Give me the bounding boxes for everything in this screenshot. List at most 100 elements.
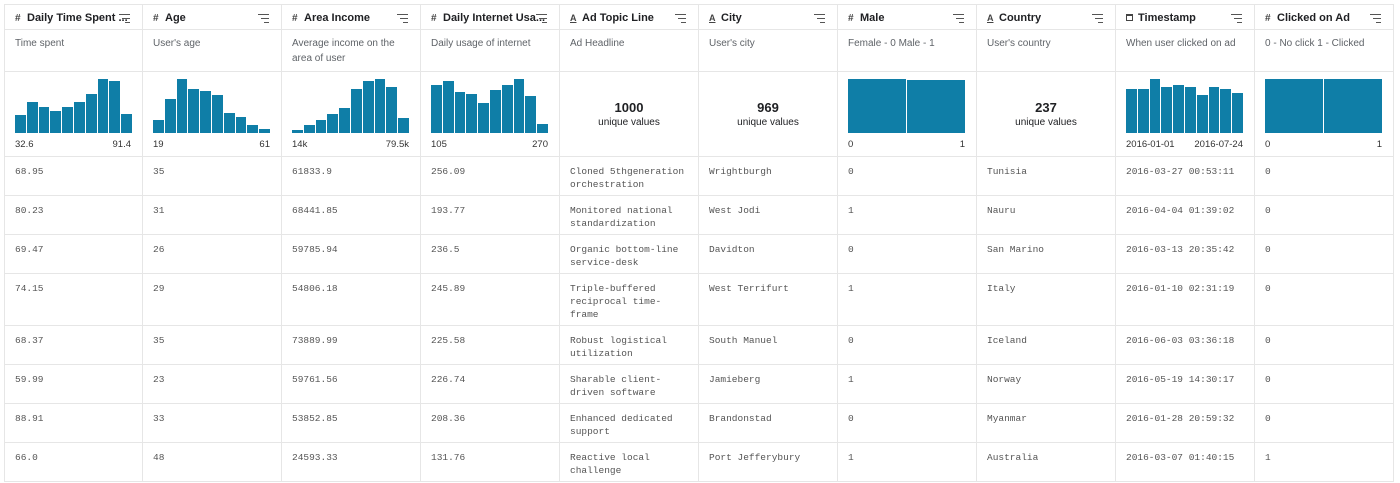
table-cell: 24593.33	[282, 443, 421, 482]
sort-menu[interactable]	[1092, 14, 1103, 26]
column-description-cell: When user clicked on ad	[1116, 30, 1255, 72]
cell-value: 226.74	[431, 374, 466, 385]
column-header[interactable]: # Daily Internet Usa...	[421, 4, 560, 30]
cell-value: 59761.56	[292, 374, 338, 385]
table-cell: 236.5	[421, 235, 560, 274]
histogram-bar	[501, 85, 513, 133]
histogram-bar	[247, 125, 259, 133]
column-summary: 237 unique values	[977, 72, 1116, 157]
table-cell: San Marino	[977, 235, 1116, 274]
sort-menu[interactable]	[953, 14, 964, 26]
column-summary: 105 270	[421, 72, 560, 157]
column-description-cell: Female - 0 Male - 1	[838, 30, 977, 72]
sort-menu[interactable]	[536, 14, 547, 26]
cell-value: 225.58	[431, 335, 466, 346]
table-cell: Enhanced dedicated support	[560, 404, 699, 443]
histogram-bar	[1173, 85, 1184, 133]
cell-value: 59.99	[15, 374, 44, 385]
histogram-bar	[398, 118, 409, 133]
column-name: A City	[709, 12, 742, 24]
cell-value: Nauru	[987, 205, 1016, 216]
sort-menu[interactable]	[397, 14, 408, 26]
column-description-cell: User's country	[977, 30, 1116, 72]
table-cell: 1	[838, 443, 977, 482]
type-icon: #	[431, 13, 437, 24]
table-cell: 0	[1255, 196, 1394, 235]
table-cell: 35	[143, 326, 282, 365]
table-cell: Triple-buffered reciprocal time-frame	[560, 274, 699, 326]
histogram-bar	[121, 113, 132, 133]
cell-value: 29	[153, 283, 165, 294]
table-cell: 226.74	[421, 365, 560, 404]
table-cell: West Jodi	[699, 196, 838, 235]
sort-menu[interactable]	[1370, 14, 1381, 26]
table-cell: 73889.99	[282, 326, 421, 365]
histogram-bar	[303, 124, 315, 133]
column-header[interactable]: A Ad Topic Line	[560, 4, 699, 30]
column-header[interactable]: A Country	[977, 4, 1116, 30]
sort-menu[interactable]	[119, 14, 130, 26]
table-cell: 31	[143, 196, 282, 235]
column-name: # Daily Internet Usa...	[431, 12, 545, 24]
column-description-cell: Time spent	[4, 30, 143, 72]
type-icon: A	[570, 13, 577, 23]
column-description-cell: Daily usage of internet	[421, 30, 560, 72]
column-title: Area Income	[304, 12, 371, 24]
range-max: 1	[1376, 139, 1382, 150]
histogram-bar	[1137, 89, 1149, 133]
column-name: # Age	[153, 12, 186, 24]
table-cell: 59761.56	[282, 365, 421, 404]
cell-value: 131.76	[431, 452, 466, 463]
histogram-bar	[315, 119, 327, 133]
cell-value: 245.89	[431, 283, 466, 294]
cell-value: Monitored national standardization	[570, 205, 673, 229]
histogram-bar	[1185, 87, 1196, 133]
range-max: 79.5k	[385, 139, 409, 150]
histogram-bar	[97, 79, 109, 133]
sort-menu[interactable]	[814, 14, 825, 26]
column-header[interactable]: # Male	[838, 4, 977, 30]
table-cell: 0	[838, 326, 977, 365]
column-header[interactable]: # Clicked on Ad	[1255, 4, 1394, 30]
histogram-bar	[466, 94, 478, 133]
cell-value: Norway	[987, 374, 1022, 385]
column-name: # Male	[848, 12, 884, 24]
table-cell: 48	[143, 443, 282, 482]
column-header[interactable]: # Age	[143, 4, 282, 30]
histogram-bar	[537, 124, 548, 133]
cell-value: 2016-03-07 01:40:15	[1126, 452, 1235, 463]
cell-value: 2016-01-28 20:59:32	[1126, 413, 1235, 424]
cell-value: 0	[1265, 335, 1271, 346]
table-cell: 193.77	[421, 196, 560, 235]
range-min: 2016-01-01	[1126, 139, 1175, 150]
column-header[interactable]: Timestamp	[1116, 4, 1255, 30]
histogram-bar	[1265, 79, 1323, 133]
cell-value: 0	[848, 335, 854, 346]
cell-value: 0	[1265, 244, 1271, 255]
table-cell: Sharable client-driven software	[560, 365, 699, 404]
table-cell: Robust logistical utilization	[560, 326, 699, 365]
column-name: A Country	[987, 12, 1041, 24]
sort-menu[interactable]	[675, 14, 686, 26]
histogram-bar	[50, 110, 62, 133]
cell-value: 2016-03-13 20:35:42	[1126, 244, 1235, 255]
sort-menu[interactable]	[1231, 14, 1242, 26]
type-icon: A	[709, 13, 716, 23]
range-min: 105	[431, 139, 447, 150]
column-name: # Daily Time Spent ...	[15, 12, 128, 24]
column-title: Age	[165, 12, 186, 24]
histogram-bar	[454, 91, 466, 133]
unique-count: 969	[757, 100, 779, 115]
table-cell: Brandonstad	[699, 404, 838, 443]
table-cell: 66.0	[4, 443, 143, 482]
table-cell: 80.23	[4, 196, 143, 235]
column-header[interactable]: A City	[699, 4, 838, 30]
cell-value: 68441.85	[292, 205, 338, 216]
column-header[interactable]: # Area Income	[282, 4, 421, 30]
column-header[interactable]: # Daily Time Spent ...	[4, 4, 143, 30]
column-summary: 32.6 91.4	[4, 72, 143, 157]
sort-menu[interactable]	[258, 14, 269, 26]
table-cell: 2016-03-13 20:35:42	[1116, 235, 1255, 274]
histogram-bar	[1196, 95, 1208, 133]
